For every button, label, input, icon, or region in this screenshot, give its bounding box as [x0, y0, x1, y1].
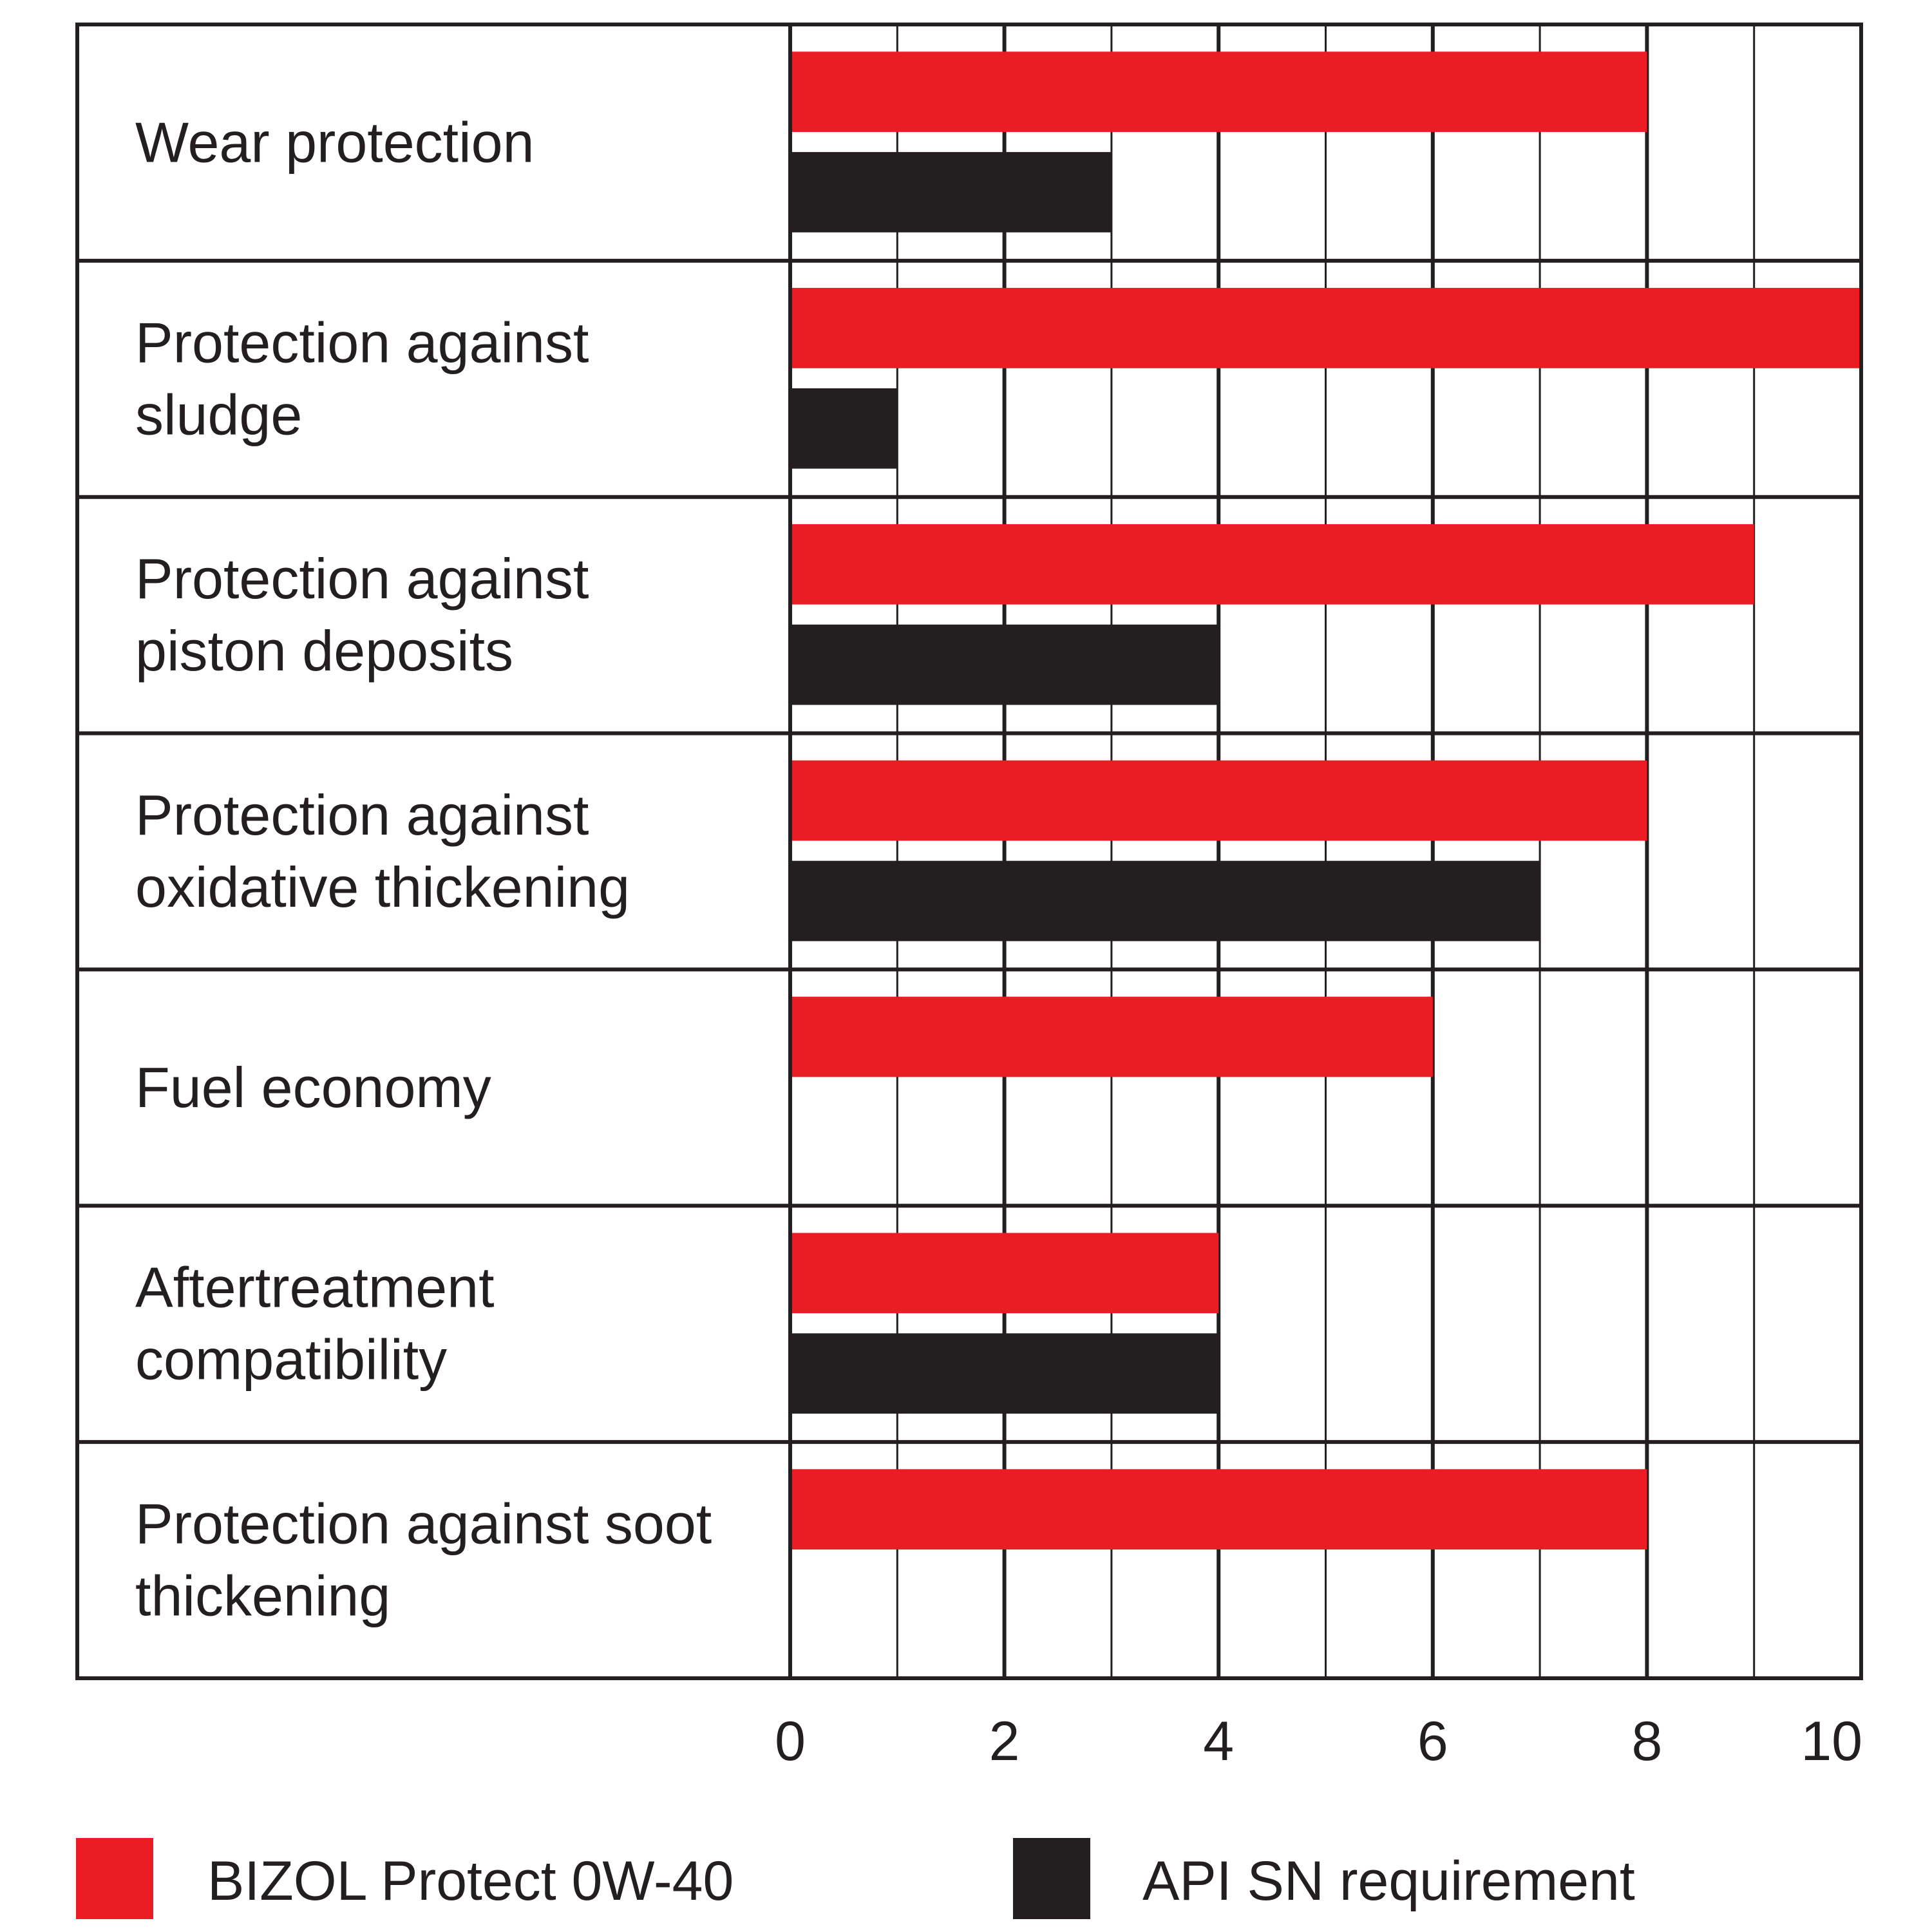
- chart-grid: [896, 24, 1756, 1678]
- bar-api-sn: [790, 152, 1112, 232]
- category-label-line: Protection against: [135, 547, 589, 611]
- bar-api-sn: [790, 624, 1219, 705]
- category-label-line: sludge: [135, 383, 302, 446]
- legend-swatch: [1013, 1838, 1090, 1919]
- category-label: Fuel economy: [135, 1056, 491, 1119]
- x-tick-label: 2: [989, 1710, 1020, 1772]
- category-label: Protection against oxidative thickening: [135, 783, 630, 919]
- category-label: Protection against piston deposits: [135, 547, 589, 683]
- category-label: Wear protection: [135, 110, 535, 174]
- chart-border: [75, 23, 1863, 1680]
- chart-bars: [790, 52, 1861, 1550]
- bar-bizol: [790, 996, 1433, 1077]
- category-label-line: Wear protection: [135, 110, 535, 174]
- category-label-line: compatibility: [135, 1328, 447, 1392]
- category-label-line: Protection against: [135, 783, 589, 847]
- bar-api-sn: [790, 388, 898, 469]
- bar-bizol: [790, 1233, 1219, 1314]
- category-label: Protection against sludge: [135, 310, 589, 446]
- legend-label: BIZOL Protect 0W-40: [207, 1850, 734, 1912]
- x-tick-label: 0: [775, 1710, 806, 1772]
- x-tick-label: 10: [1801, 1710, 1862, 1772]
- legend-item: API SN requirement: [1013, 1838, 1635, 1919]
- category-label-line: piston deposits: [135, 619, 513, 683]
- category-label-line: Protection against soot: [135, 1492, 712, 1556]
- category-label-line: Aftertreatment: [135, 1256, 495, 1320]
- x-tick-label: 8: [1631, 1710, 1662, 1772]
- chart-frame: [75, 23, 1863, 1680]
- bar-bizol: [790, 524, 1754, 605]
- category-label: Aftertreatment compatibility: [135, 1256, 495, 1392]
- x-axis-tick-labels: 0 2 4 6 8 10: [775, 1710, 1862, 1772]
- bar-bizol: [790, 760, 1647, 841]
- bar-api-sn: [790, 860, 1540, 942]
- category-label-line: oxidative thickening: [135, 855, 630, 919]
- bar-bizol: [790, 288, 1861, 368]
- category-label-line: Fuel economy: [135, 1056, 491, 1119]
- legend-label: API SN requirement: [1142, 1850, 1635, 1912]
- x-tick-label: 4: [1203, 1710, 1234, 1772]
- category-label-line: Protection against: [135, 310, 589, 374]
- category-label-line: thickening: [135, 1564, 390, 1628]
- legend: BIZOL Protect 0W-40 API SN requirement: [76, 1838, 1635, 1919]
- category-label: Protection against soot thickening: [135, 1492, 712, 1628]
- legend-swatch: [76, 1838, 153, 1919]
- x-tick-label: 6: [1417, 1710, 1448, 1772]
- bar-api-sn: [790, 1333, 1219, 1414]
- bar-bizol: [790, 52, 1647, 132]
- legend-item: BIZOL Protect 0W-40: [76, 1838, 734, 1919]
- bar-bizol: [790, 1469, 1647, 1550]
